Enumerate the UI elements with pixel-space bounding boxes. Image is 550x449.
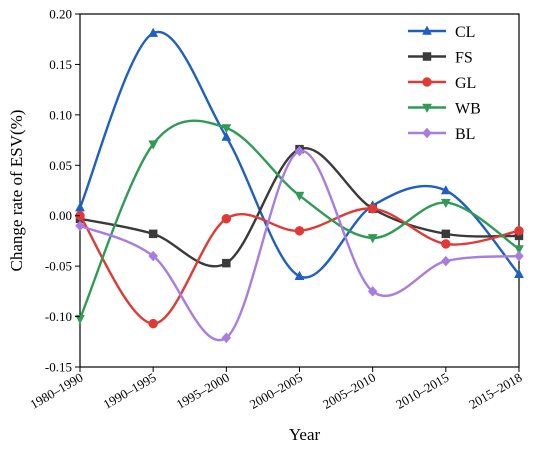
y-tick-label: -0.10 <box>45 309 72 324</box>
data-point-gl <box>294 226 305 236</box>
plot-frame <box>79 13 520 368</box>
data-point-cl <box>294 270 305 280</box>
series-line-fs <box>79 146 520 268</box>
series-wb <box>75 119 524 325</box>
data-point-bl <box>221 332 232 344</box>
data-point-cl <box>514 268 524 278</box>
x-tick-label: 2010–2015 <box>393 370 451 412</box>
data-point-bl <box>148 250 159 262</box>
x-axis-ticks: 1980–1990 1990–1995 1995–2000 2000–2005 2005… <box>27 367 525 412</box>
data-point-wb <box>75 314 85 325</box>
legend-marker-wb <box>422 103 432 114</box>
x-tick-label: 1990–1995 <box>101 370 159 412</box>
legend-item-fs: FS <box>408 50 473 67</box>
series-cl <box>75 27 524 280</box>
series-bl <box>75 145 524 344</box>
series-line-cl <box>78 30 520 279</box>
data-point-cl <box>221 131 232 141</box>
legend-item-wb: WB <box>408 101 481 118</box>
legend-item-cl: CL <box>408 24 475 41</box>
y-axis-ticks: -0.15 -0.10 -0.05 0.00 0.05 0.10 0.15 0.20 <box>45 7 80 375</box>
legend-label-bl: BL <box>455 126 475 143</box>
data-point-gl <box>514 226 524 236</box>
x-tick-label: 1995–2000 <box>174 370 232 412</box>
data-point-wb <box>440 198 451 209</box>
y-tick-label: 0.05 <box>49 158 72 173</box>
data-point-gl <box>148 318 158 329</box>
y-tick-label: 0.15 <box>49 57 72 72</box>
legend-marker-gl <box>422 77 432 87</box>
data-point-wb <box>221 124 232 134</box>
legend-label-gl: GL <box>455 75 476 92</box>
data-point-bl <box>514 250 524 262</box>
x-tick-label: 1980–1990 <box>27 370 85 412</box>
data-point-fs <box>148 229 158 239</box>
data-point-wb <box>148 140 159 150</box>
data-point-cl <box>148 27 159 37</box>
x-tick-label: 2000–2005 <box>247 370 305 412</box>
data-point-bl <box>75 220 85 232</box>
y-tick-label: 0.00 <box>49 208 72 223</box>
data-point-wb <box>294 191 305 202</box>
data-point-gl <box>367 203 378 214</box>
plot-area <box>79 13 520 368</box>
legend-marker-fs <box>422 52 432 61</box>
legend-marker-bl <box>422 127 432 139</box>
y-tick-label: -0.05 <box>45 259 72 274</box>
data-point-fs <box>222 258 231 268</box>
data-point-wb <box>367 234 378 244</box>
data-point-wb <box>514 245 524 255</box>
x-tick-label: 2015–2018 <box>466 370 524 412</box>
data-point-gl <box>221 213 232 224</box>
data-point-bl <box>440 255 451 267</box>
legend-label-wb: WB <box>455 101 481 118</box>
series-line-bl <box>79 149 520 342</box>
data-point-fs <box>441 229 451 239</box>
legend-label-fs: FS <box>455 50 473 67</box>
data-point-bl <box>294 145 305 157</box>
legend-item-gl: GL <box>408 75 476 92</box>
series-line-gl <box>79 207 520 325</box>
data-point-cl <box>440 184 451 195</box>
legend-marker-cl <box>422 25 432 35</box>
y-axis-label: Change rate of ESV(%) <box>7 110 26 272</box>
data-point-bl <box>367 285 378 297</box>
y-tick-label: 0.10 <box>49 107 72 122</box>
legend: CL FS GL WB BL <box>408 24 481 143</box>
data-point-cl <box>75 202 85 212</box>
x-axis-label: Year <box>289 425 321 444</box>
y-tick-label: -0.15 <box>45 360 72 375</box>
y-tick-label: 0.20 <box>49 7 72 22</box>
data-point-gl <box>441 239 451 249</box>
x-tick-label: 2005–2010 <box>320 370 378 412</box>
legend-item-bl: BL <box>408 126 475 143</box>
series-gl <box>75 203 524 329</box>
legend-label-cl: CL <box>455 24 475 41</box>
series-layer <box>75 27 524 344</box>
